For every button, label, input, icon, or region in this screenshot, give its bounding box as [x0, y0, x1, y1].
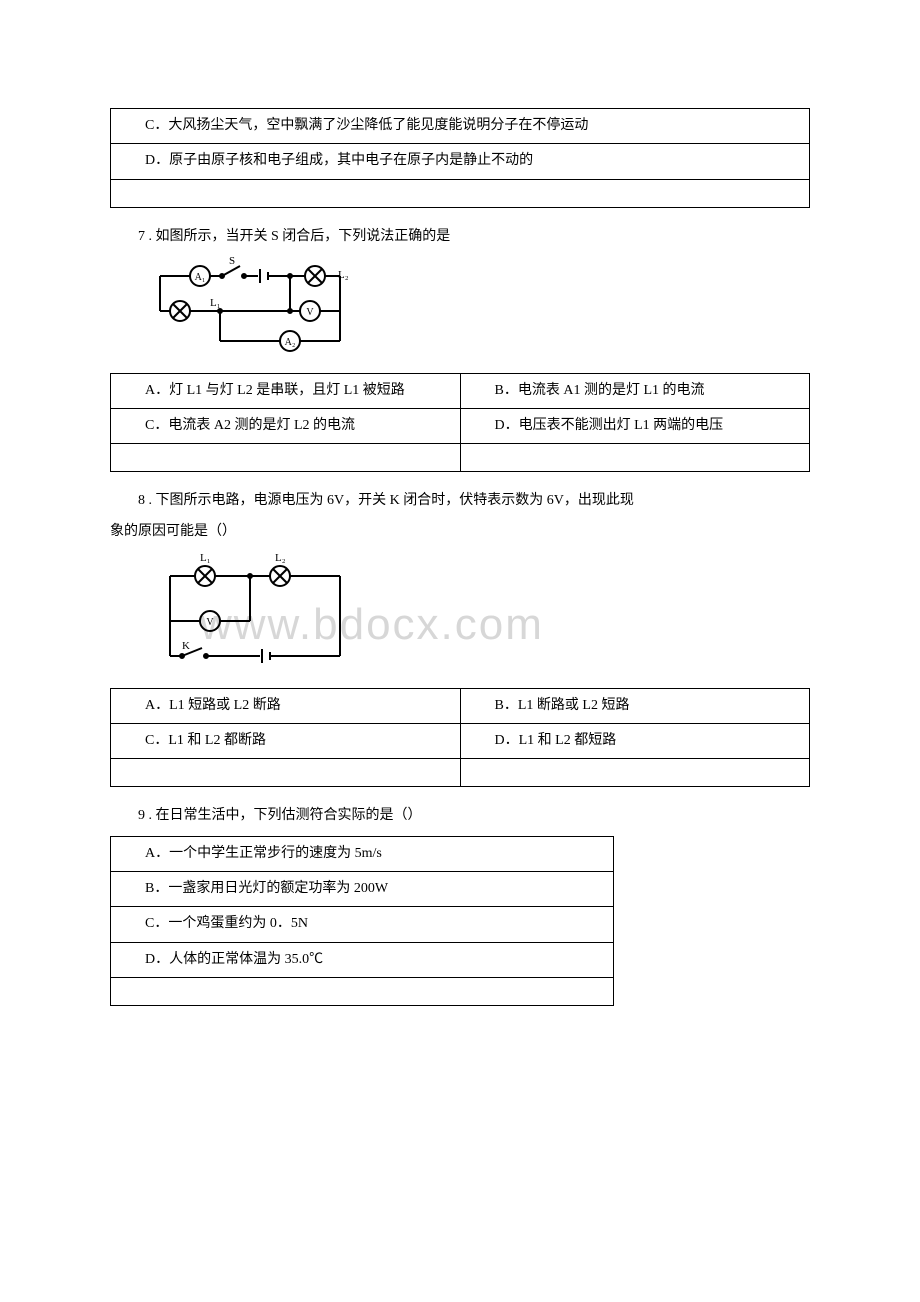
q8-empty-1: [111, 759, 461, 787]
svg-text:S: S: [229, 256, 235, 267]
q9-opt-d: D．人体的正常体温为 35.0℃: [111, 942, 614, 977]
q7-opt-c: C．电流表 A2 测的是灯 L2 的电流: [111, 408, 461, 443]
q8-opt-d: D．L1 和 L2 都短路: [460, 723, 810, 758]
q7-text: 7 . 如图所示，当开关 S 闭合后，下列说法正确的是: [110, 226, 810, 248]
q9-options-table: A．一个中学生正常步行的速度为 5m/s B．一盏家用日光灯的额定功率为 200…: [110, 836, 614, 1007]
svg-text:K: K: [182, 640, 190, 652]
q7-options-table: A．灯 L1 与灯 L2 是串联，且灯 L1 被短路 B．电流表 A1 测的是灯…: [110, 373, 810, 473]
q8-opt-b: B．L1 断路或 L2 短路: [460, 688, 810, 723]
q8-text-line1: 8 . 下图所示电路，电源电压为 6V，开关 K 闭合时，伏特表示数为 6V，出…: [110, 490, 810, 512]
q6-opt-d: D．原子由原子核和电子组成，其中电子在原子内是静止不动的: [111, 144, 810, 179]
q9-text: 9 . 在日常生活中，下列估测符合实际的是（）: [110, 805, 810, 827]
q7-empty-1: [111, 444, 461, 472]
q9-opt-c: C．一个鸡蛋重约为 0．5N: [111, 907, 614, 942]
q9-opt-a: A．一个中学生正常步行的速度为 5m/s: [111, 836, 614, 871]
svg-text:V: V: [306, 307, 314, 318]
svg-text:L₁: L₁: [200, 552, 211, 564]
svg-text:V: V: [206, 617, 214, 628]
svg-text:L₂: L₂: [275, 552, 286, 564]
svg-text:A₁: A₁: [195, 272, 206, 283]
q7-opt-b: B．电流表 A1 测的是灯 L1 的电流: [460, 373, 810, 408]
q8-empty-2: [460, 759, 810, 787]
q7-empty-2: [460, 444, 810, 472]
q6-opt-c: C．大风扬尘天气，空中飘满了沙尘降低了能见度能说明分子在不停运动: [111, 109, 810, 144]
q7-opt-d: D．电压表不能测出灯 L1 两端的电压: [460, 408, 810, 443]
q9-opt-b: B．一盏家用日光灯的额定功率为 200W: [111, 872, 614, 907]
q6-options-table: C．大风扬尘天气，空中飘满了沙尘降低了能见度能说明分子在不停运动 D．原子由原子…: [110, 108, 810, 208]
q9-empty: [111, 978, 614, 1006]
svg-text:L₁: L₁: [210, 297, 221, 309]
q8-options-table: A．L1 短路或 L2 断路 B．L1 断路或 L2 短路 C．L1 和 L2 …: [110, 688, 810, 788]
q8-circuit-diagram: L₁ L₂ V: [140, 551, 810, 679]
q8-text-line2: 象的原因可能是（）: [110, 521, 810, 543]
q6-empty: [111, 179, 810, 207]
q8-opt-c: C．L1 和 L2 都断路: [111, 723, 461, 758]
q7-opt-a: A．灯 L1 与灯 L2 是串联，且灯 L1 被短路: [111, 373, 461, 408]
q7-circuit-diagram: A₁ S L₂: [140, 256, 810, 364]
document-content: C．大风扬尘天气，空中飘满了沙尘降低了能见度能说明分子在不停运动 D．原子由原子…: [110, 108, 810, 1006]
q8-opt-a: A．L1 短路或 L2 断路: [111, 688, 461, 723]
svg-text:A₂: A₂: [285, 337, 296, 348]
